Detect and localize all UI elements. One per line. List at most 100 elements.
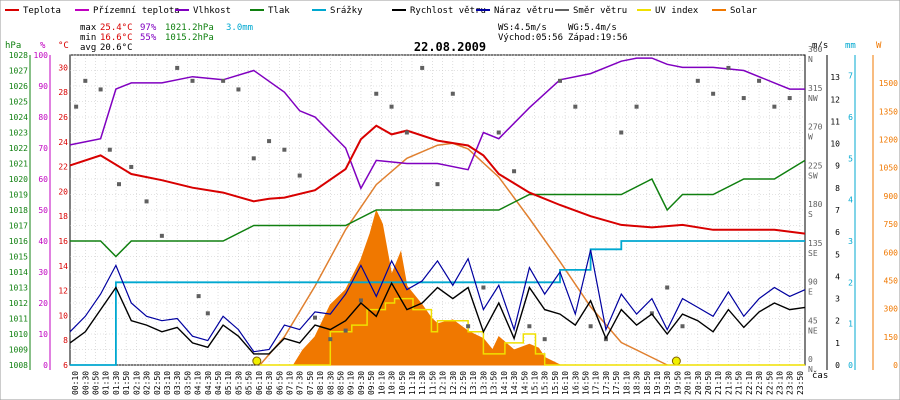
tick-mm-6: 6: [848, 113, 853, 122]
wind-dir-point: [83, 78, 88, 83]
tick-temp-5: 16: [58, 237, 68, 246]
tick-hpa-19: 1027: [9, 67, 28, 76]
tick-temp-8: 22: [58, 163, 68, 172]
tick-x-24: 08:10: [316, 371, 325, 395]
tick-x-50: 16:50: [582, 371, 591, 395]
chart-title: 22.08.2009: [414, 40, 486, 54]
tick-x-15: 05:10: [224, 371, 233, 395]
wind-dir-point: [107, 147, 112, 152]
wind-gust-line: [69, 249, 806, 353]
tick-x-67: 22:30: [755, 371, 764, 395]
wind-dir-point: [205, 311, 210, 316]
tick-x-5: 01:50: [122, 371, 131, 395]
tick-w-5: 750: [884, 220, 899, 229]
tick-x-39: 13:10: [469, 371, 478, 395]
tick-x-63: 21:10: [714, 371, 723, 395]
tick-ms-3: 3: [835, 295, 840, 304]
tick-x-44: 14:50: [520, 371, 529, 395]
tick-dir-10: 225: [808, 161, 823, 170]
tick-pct-1: 10: [38, 330, 48, 339]
tick-ms-0: 0: [835, 361, 840, 370]
tick-x-57: 19:10: [653, 371, 662, 395]
tick-hpa-16: 1024: [9, 113, 28, 122]
tick-mm-7: 7: [848, 72, 853, 81]
stat-max-hum: 97%: [140, 23, 157, 33]
tick-x-11: 03:50: [183, 371, 192, 395]
stats-box: max 25.4°C 97% 1021.2hPa 3.0mm min 16.6°…: [80, 23, 628, 53]
tick-temp-12: 30: [58, 63, 68, 72]
plot-area: [69, 57, 806, 366]
tick-x-34: 11:30: [418, 371, 427, 395]
wind-dir-point: [787, 96, 792, 101]
tick-x-66: 22:10: [745, 371, 754, 395]
wind-dir-point: [542, 337, 547, 342]
tick-ms-2: 2: [835, 317, 840, 326]
tick-x-16: 05:30: [234, 371, 243, 395]
wind-speed-line: [69, 281, 806, 355]
wind-dir-point: [772, 104, 777, 109]
wind-dir-point: [144, 199, 149, 204]
tick-temp-2: 10: [58, 311, 68, 320]
tick-x-9: 03:10: [163, 371, 172, 395]
tick-x-37: 12:30: [449, 371, 458, 395]
wind-dir-point: [573, 104, 578, 109]
tick-hpa-13: 1021: [9, 160, 28, 169]
wind-dir-point: [435, 182, 440, 187]
wind-dir-point: [558, 78, 562, 83]
tick-dir-0: 0: [808, 355, 813, 364]
wind-dir-point: [267, 139, 272, 144]
tick-dir-6: 135: [808, 239, 823, 248]
stat-max-label: max: [80, 23, 97, 33]
tick-x-55: 18:30: [633, 371, 642, 395]
wind-dir-point: [328, 337, 333, 342]
wind-dir-point: [450, 91, 455, 96]
wind-dir-point: [282, 147, 287, 152]
x-axis: 00:10 00:30 00:50 01:10 01:30 01:50 02:10 02:30…: [71, 370, 828, 395]
tick-x-36: 12:10: [439, 371, 448, 395]
stat-wg: WG:5.4m/s: [568, 23, 617, 33]
stat-sunset: Západ:19:56: [568, 33, 628, 43]
tick-hpa-4: 1012: [9, 299, 28, 308]
tick-ms-9: 9: [835, 162, 840, 171]
stat-max-temp: 25.4°C: [100, 23, 133, 33]
tick-ms-13: 13: [830, 73, 840, 82]
tick-hpa-1: 1009: [9, 346, 28, 355]
tick-mm-3: 3: [848, 237, 853, 246]
wind-dir-point: [404, 130, 409, 135]
tick-hpa-12: 1020: [9, 175, 28, 184]
tick-x-38: 12:50: [459, 371, 468, 395]
tick-hpa-5: 1013: [9, 284, 28, 293]
wind-dir-point: [196, 294, 201, 299]
tick-temp-6: 18: [58, 212, 68, 221]
tick-x-70: 23:30: [786, 371, 795, 395]
tick-x-20: 06:50: [275, 371, 284, 395]
wind-dir-point: [389, 104, 394, 109]
wind-dir-point: [512, 169, 517, 174]
tick-x-33: 11:10: [408, 371, 417, 395]
wind-dir-point: [741, 96, 746, 101]
tick-w-1: 150: [884, 333, 899, 342]
axis-temp-title: °C: [58, 41, 69, 51]
stat-min-temp: 16.6°C: [100, 33, 133, 43]
wind-dir-point: [297, 173, 302, 178]
wind-dir-point: [221, 78, 226, 83]
tick-x-53: 17:50: [612, 371, 621, 395]
tick-ms-4: 4: [835, 272, 840, 281]
tick-x-58: 19:30: [663, 371, 672, 395]
tick-x-69: 23:10: [775, 371, 784, 395]
tick-x-26: 08:50: [337, 371, 346, 395]
tick-dir-13: W: [808, 133, 813, 142]
tick-w-7: 1050: [879, 164, 898, 173]
tick-dir-4: 90: [808, 278, 818, 287]
tick-x-61: 20:30: [694, 371, 703, 395]
sunset-marker: [671, 356, 681, 366]
tick-pct-9: 90: [38, 82, 48, 91]
tick-dir-3: NE: [808, 326, 818, 335]
wind-dir-point: [634, 104, 639, 109]
tick-dir-11: SW: [808, 171, 818, 180]
tick-temp-3: 12: [58, 287, 68, 296]
wind-dir-point: [527, 324, 532, 329]
tick-mm-2: 2: [848, 278, 853, 287]
tick-hpa-6: 1014: [9, 268, 28, 277]
